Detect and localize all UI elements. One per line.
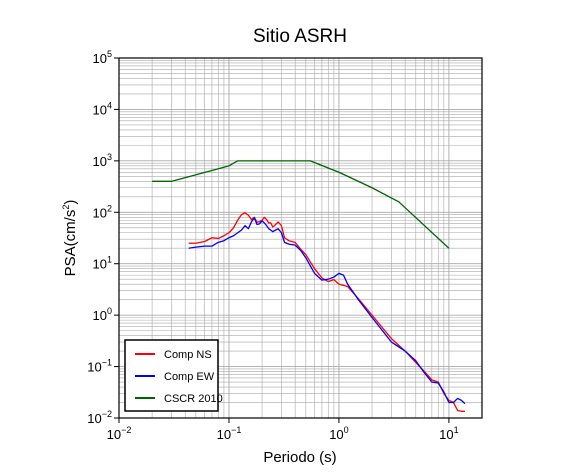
x-tick-label: 10−2 <box>107 425 132 442</box>
y-axis-label-sup: 2 <box>61 205 71 210</box>
legend-label-cscr-2010: CSCR 2010 <box>164 393 223 405</box>
y-tick-label: 10−1 <box>87 358 112 375</box>
y-tick-label: 100 <box>93 306 112 323</box>
plot-frame <box>118 57 483 419</box>
legend-label-comp-ew: Comp EW <box>164 371 215 383</box>
series-line-comp-ew <box>188 217 466 405</box>
x-tick-label: 100 <box>329 425 348 442</box>
series-line-comp-ns <box>188 212 465 412</box>
x-tick-label: 10−1 <box>217 425 242 442</box>
y-tick-label: 101 <box>93 255 112 272</box>
y-tick-label: 104 <box>93 100 112 117</box>
legend-label-comp-ns: Comp NS <box>164 349 212 361</box>
y-tick-label: 10−2 <box>87 409 112 426</box>
y-axis-label-main: PSA(cm/s <box>62 210 79 277</box>
y-tick-label: 102 <box>93 203 112 220</box>
y-axis-ticks: 10−2 10−1 100 101 102 103 104 105 <box>87 49 119 426</box>
series-line-cscr-2010 <box>152 160 450 249</box>
series-layer <box>152 160 466 412</box>
chart-title: Sitio ASRH <box>253 26 347 47</box>
y-axis-label-close: ) <box>62 200 79 205</box>
x-axis-label: Periodo (s) <box>263 449 336 466</box>
legend: Comp NS Comp EW CSCR 2010 <box>124 339 223 412</box>
y-tick-label: 105 <box>93 49 112 66</box>
y-axis-label: PSA(cm/s2) <box>61 200 79 277</box>
y-tick-label: 103 <box>93 152 112 169</box>
x-axis-ticks: 10−2 10−1 100 101 <box>107 418 459 442</box>
x-tick-label: 101 <box>439 425 458 442</box>
